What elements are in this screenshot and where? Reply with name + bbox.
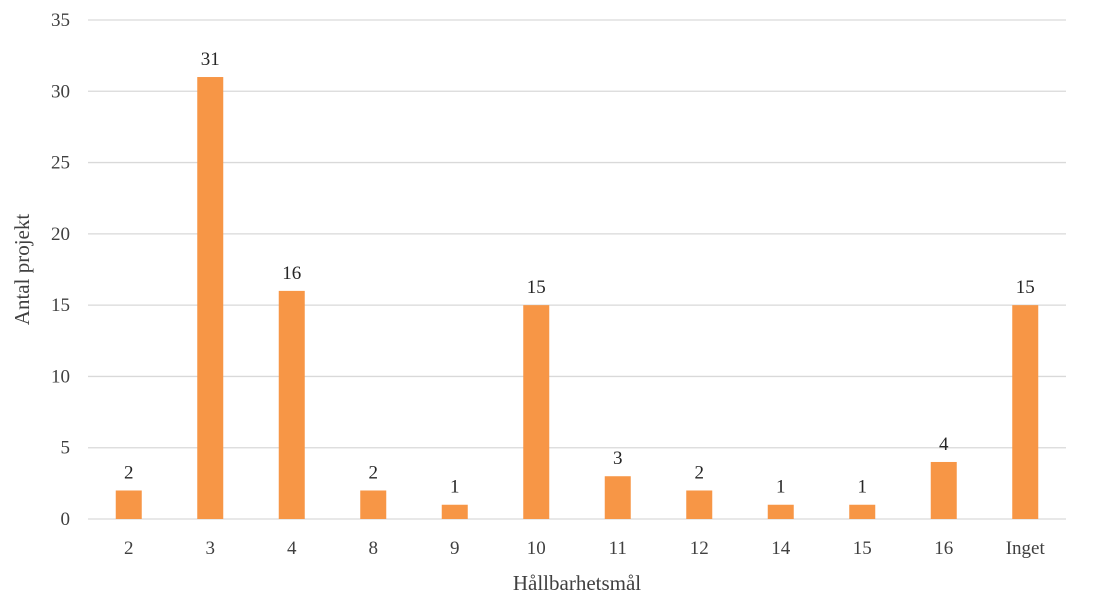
y-axis-ticks: 0 5 10 15 20 25 30 35 <box>51 10 70 530</box>
data-label: 15 <box>527 277 546 298</box>
bar <box>1012 305 1039 519</box>
x-axis-ticks: 2 3 4 8 9 10 11 12 14 15 16 Inget <box>124 538 1045 559</box>
bar <box>115 490 142 519</box>
bar <box>849 504 876 519</box>
bar <box>197 77 224 520</box>
gridlines <box>88 19 1066 520</box>
data-label: 31 <box>201 49 220 70</box>
data-label: 16 <box>282 263 301 284</box>
x-tick-label: 8 <box>369 538 379 559</box>
y-tick-label: 0 <box>61 509 71 530</box>
bar <box>360 490 387 519</box>
y-tick-label: 10 <box>51 366 70 387</box>
bar <box>441 504 468 519</box>
y-axis-title: Antal projekt <box>10 214 34 326</box>
data-label: 2 <box>695 462 705 483</box>
y-tick-label: 25 <box>51 153 70 174</box>
data-label: 1 <box>450 477 460 498</box>
data-labels: 2 31 16 2 1 15 3 2 1 1 4 15 <box>124 49 1035 498</box>
x-axis-title: Hållbarhetsmål <box>513 571 641 595</box>
bar <box>686 490 713 519</box>
data-label: 1 <box>858 477 868 498</box>
y-tick-label: 15 <box>51 295 70 316</box>
x-tick-label: 12 <box>690 538 709 559</box>
bar <box>278 290 305 519</box>
y-tick-label: 30 <box>51 81 70 102</box>
bar <box>930 461 957 519</box>
x-tick-label: 15 <box>853 538 872 559</box>
data-label: 2 <box>369 462 379 483</box>
x-tick-label: 9 <box>450 538 460 559</box>
data-label: 15 <box>1016 277 1035 298</box>
bar <box>767 504 794 519</box>
x-tick-label: 11 <box>609 538 627 559</box>
bar <box>604 476 631 519</box>
bars <box>115 77 1039 520</box>
y-tick-label: 5 <box>61 438 71 459</box>
x-tick-label: 10 <box>527 538 546 559</box>
x-tick-label: 3 <box>206 538 216 559</box>
x-tick-label: 4 <box>287 538 297 559</box>
data-label: 2 <box>124 462 134 483</box>
x-tick-label: 14 <box>771 538 791 559</box>
data-label: 1 <box>776 477 786 498</box>
x-tick-label: Inget <box>1006 538 1046 559</box>
bar <box>523 305 550 519</box>
x-tick-label: 2 <box>124 538 134 559</box>
y-tick-label: 20 <box>51 224 70 245</box>
data-label: 4 <box>939 434 949 455</box>
x-tick-label: 16 <box>934 538 953 559</box>
data-label: 3 <box>613 448 623 469</box>
y-tick-label: 35 <box>51 10 70 31</box>
